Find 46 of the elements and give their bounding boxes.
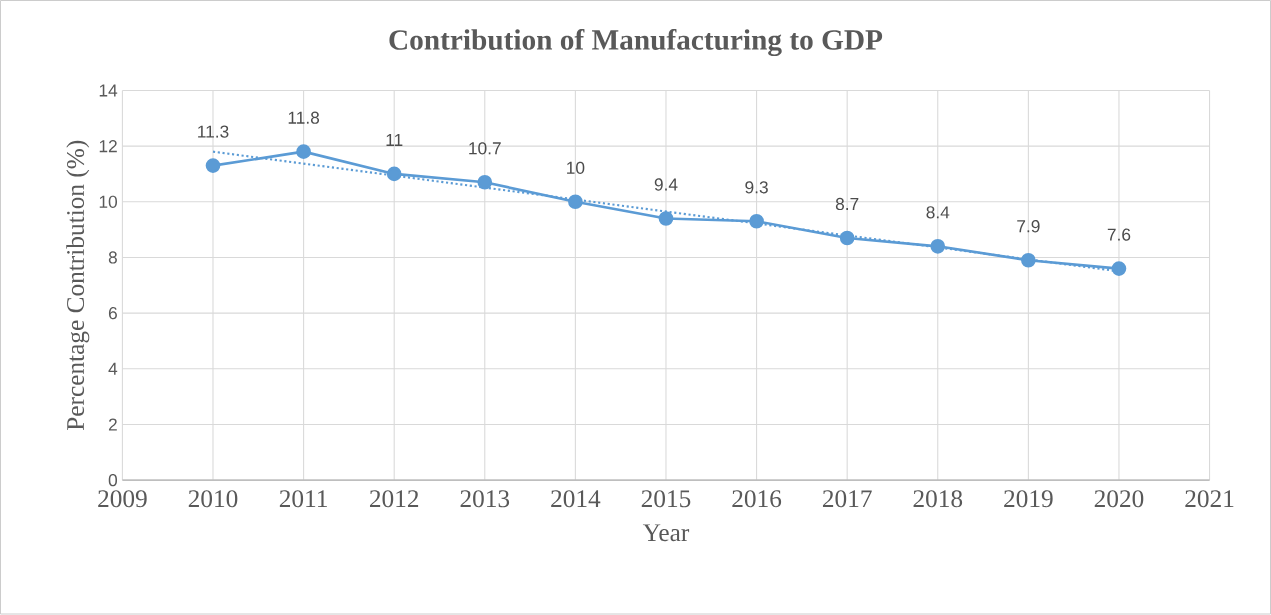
data-label: 8.4: [926, 206, 950, 219]
y-tick-label: 14: [99, 84, 118, 97]
y-tick-label: 0: [108, 474, 118, 487]
data-label: 9.4: [654, 178, 678, 191]
x-tick-label: 2020: [1094, 490, 1144, 508]
data-label: 10.7: [469, 142, 501, 155]
data-label: 11.3: [198, 125, 229, 138]
y-tick-label: 4: [108, 363, 118, 375]
x-tick-label: 2021: [1185, 490, 1234, 508]
point: [205, 158, 221, 174]
x-tick-label: 2017: [822, 490, 872, 508]
y-tick-label: 12: [99, 140, 117, 153]
x-tick-label: 2009: [98, 490, 147, 508]
x-tick-label: 2016: [732, 490, 782, 508]
x-tick-label: 2018: [913, 490, 963, 508]
y-axis-title: Percentage Contribution (%): [66, 141, 90, 431]
point: [477, 175, 493, 190]
point: [749, 214, 764, 229]
point: [658, 211, 674, 227]
data-label: 11: [386, 134, 403, 147]
data-label: 7.9: [1017, 220, 1040, 233]
point: [1021, 253, 1036, 268]
data-label: 9.3: [745, 181, 768, 194]
y-tick-label: 8: [108, 251, 117, 264]
x-tick-label: 2012: [369, 490, 419, 508]
point: [386, 166, 402, 182]
y-tick-label: 2: [108, 418, 117, 431]
x-tick-label: 2013: [460, 490, 510, 508]
point: [568, 194, 583, 210]
x-axis-title: Year: [642, 524, 690, 542]
data-label: 11.8: [288, 111, 320, 125]
y-tick-label: 6: [108, 307, 117, 320]
x-tick-label: 2014: [551, 490, 601, 508]
chart-title: Contribution of Manufacturing to GDP: [389, 29, 883, 57]
x-tick-label: 2010: [188, 490, 238, 508]
x-tick-label: 2015: [641, 490, 691, 508]
data-label: 8.7: [835, 198, 859, 211]
x-tick-label: 2019: [1004, 490, 1053, 508]
x-tick-label: 2011: [279, 490, 327, 508]
point: [1111, 261, 1127, 277]
point: [296, 144, 311, 160]
data-label: 10: [567, 161, 585, 175]
point: [930, 239, 946, 254]
y-tick-label: 10: [99, 195, 118, 209]
point: [839, 230, 855, 246]
data-label: 7.6: [1107, 228, 1131, 241]
